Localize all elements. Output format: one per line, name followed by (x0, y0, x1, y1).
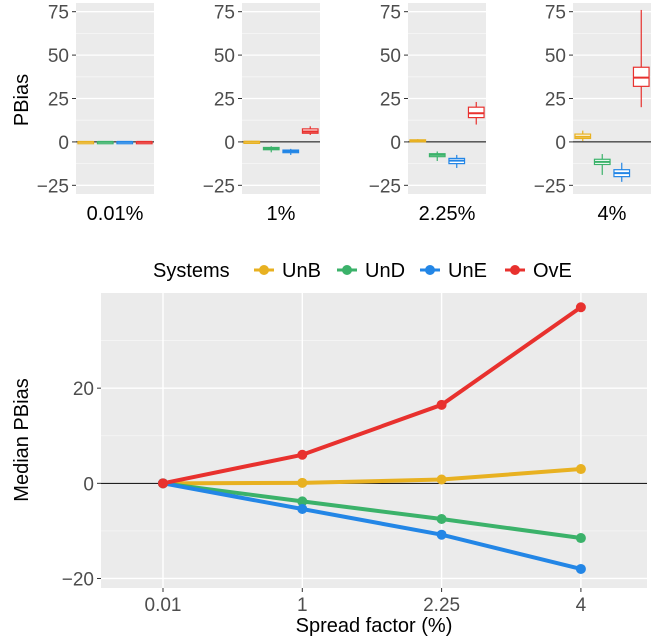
top-boxplot-panels: −25 0 25 50 75 0.01% −25 0 25 50 75 1% −25 0 25 50 75 2.2… (37, 3, 651, 225)
legend-label: UnE (448, 260, 487, 282)
top-y-axis-label: PBias (11, 74, 33, 126)
boxplot-panel: −25 0 25 50 75 4% (534, 3, 651, 225)
panel-label: 4% (598, 203, 627, 225)
data-point (436, 474, 447, 485)
y-tick-label: 75 (545, 3, 566, 24)
boxplot-panel: −25 0 25 50 75 0.01% (37, 3, 154, 225)
legend-label: UnB (282, 260, 321, 282)
y-tick-label: 50 (214, 46, 235, 67)
data-point (575, 302, 586, 313)
x-tick-label: 1 (297, 595, 308, 616)
x-tick-label: 0.01 (145, 595, 182, 616)
y-tick-label: −25 (37, 176, 69, 197)
data-point (297, 504, 308, 515)
panel-label: 2.25% (419, 203, 476, 225)
y-tick-label: 25 (545, 90, 566, 111)
legend-item-unb: UnB (254, 260, 321, 282)
plot-background (101, 293, 647, 588)
y-tick-label: −25 (534, 176, 566, 197)
data-point (575, 464, 586, 475)
boxplot-panel: −25 0 25 50 75 1% (203, 3, 320, 225)
y-tick-label: 25 (380, 90, 401, 111)
data-point (436, 529, 447, 540)
boxplot-panel: −25 0 25 50 75 2.25% (369, 3, 486, 225)
y-tick-label: 50 (48, 46, 69, 67)
y-tick-label: −25 (369, 176, 401, 197)
legend-item-ove: OvE (505, 260, 572, 282)
legend-item-une: UnE (420, 260, 487, 282)
data-point (575, 563, 586, 574)
data-point (575, 533, 586, 544)
legend-key-point (510, 265, 520, 275)
series-line (162, 481, 582, 571)
y-tick-label: 75 (48, 3, 69, 24)
legend: Systems UnB UnD UnE OvE (153, 260, 572, 282)
x-tick-label: 2.25 (423, 595, 460, 616)
series-ove (158, 302, 586, 489)
y-tick-label: −20 (62, 569, 94, 590)
data-point (297, 477, 308, 488)
y-tick-label: 20 (73, 379, 94, 400)
data-point (158, 478, 168, 489)
legend-label: OvE (533, 260, 572, 282)
data-point (436, 514, 447, 525)
panel-label: 0.01% (87, 203, 144, 225)
legend-key-point (259, 265, 269, 275)
series-line (162, 481, 582, 541)
x-tick-label: 4 (576, 595, 587, 616)
series-und (158, 478, 586, 544)
legend-key-point (342, 265, 352, 275)
y-tick-label: 0 (83, 474, 94, 495)
legend-item-und: UnD (337, 260, 405, 282)
y-tick-label: 25 (214, 90, 235, 111)
series-line (162, 305, 583, 486)
y-tick-label: 0 (390, 133, 401, 154)
legend-label: UnD (365, 260, 405, 282)
y-tick-label: 75 (380, 3, 401, 24)
legend-title: Systems (153, 260, 230, 282)
y-tick-label: 0 (224, 133, 235, 154)
y-tick-label: 0 (555, 133, 566, 154)
y-tick-label: 75 (214, 3, 235, 24)
y-tick-label: 50 (380, 46, 401, 67)
y-axis-label: Median PBias (11, 378, 33, 501)
panel-label: 1% (267, 203, 296, 225)
y-tick-label: 0 (58, 133, 69, 154)
data-point (297, 496, 308, 507)
series-line (162, 467, 582, 486)
data-point (436, 399, 447, 410)
y-tick-label: 25 (48, 90, 69, 111)
series-lines (158, 302, 586, 574)
data-point (297, 449, 308, 460)
axes: −20 0 20 0.01 1 2.25 4 (62, 379, 587, 616)
legend-key-point (425, 265, 435, 275)
y-tick-label: 50 (545, 46, 566, 67)
y-tick-label: −25 (203, 176, 235, 197)
x-axis-label: Spread factor (%) (296, 615, 453, 637)
line-chart: −20 0 20 0.01 1 2.25 4 (62, 293, 647, 616)
